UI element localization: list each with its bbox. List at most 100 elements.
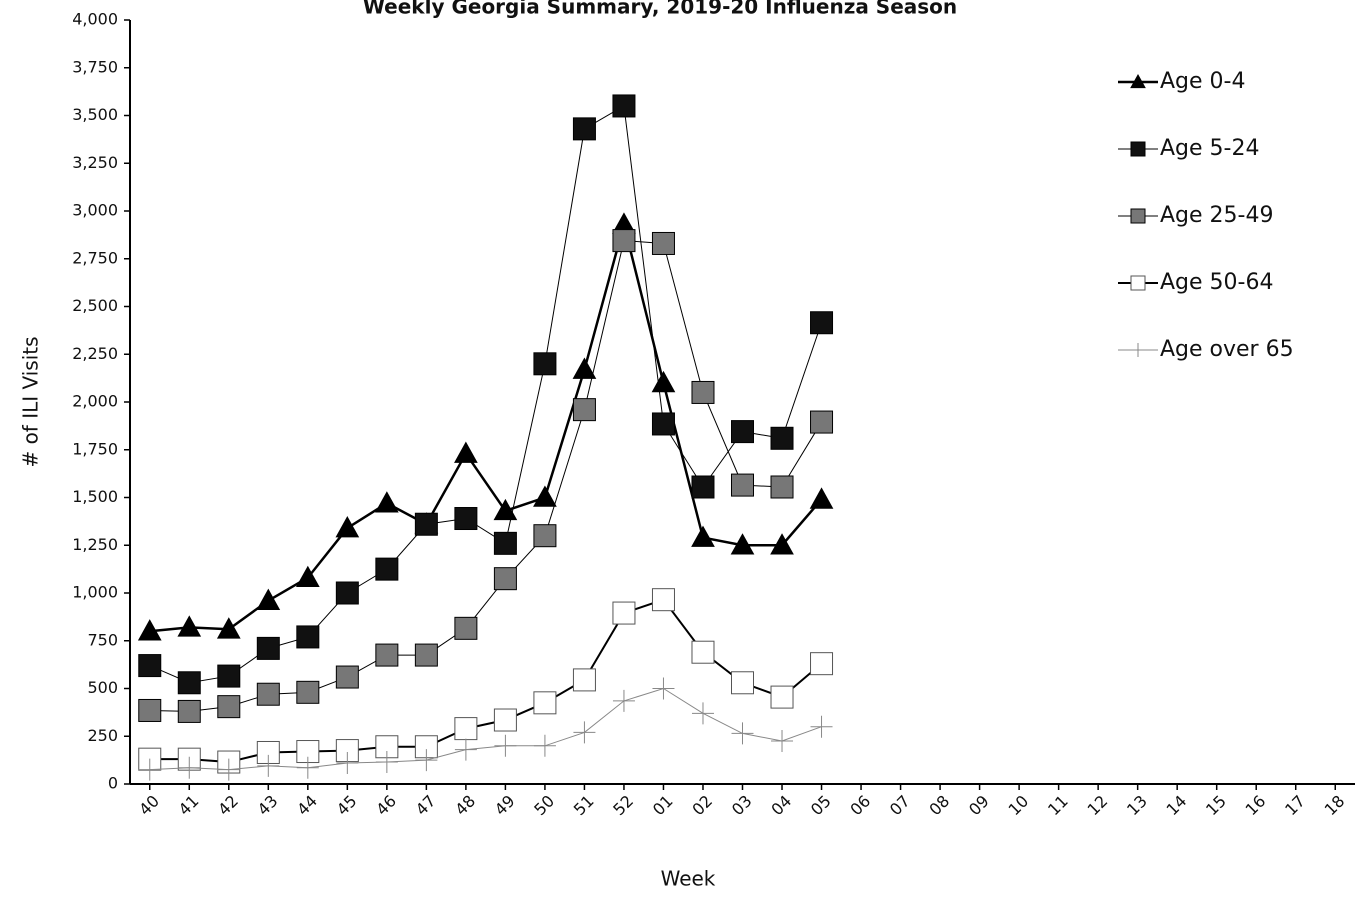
legend-label: Age 0-4 [1160, 69, 1245, 94]
data-point [731, 473, 754, 497]
data-point [651, 412, 675, 436]
data-point [651, 231, 675, 255]
data-point [731, 722, 754, 745]
data-point [533, 485, 557, 507]
data-point [177, 615, 202, 637]
data-point [493, 708, 517, 732]
x-tick-label: 40 [135, 791, 163, 819]
data-point [533, 352, 557, 376]
data-point [730, 533, 755, 555]
data-point [138, 654, 162, 678]
data-point [256, 636, 280, 660]
data-point [533, 734, 556, 757]
data-point [809, 487, 834, 509]
x-tick-label: 47 [412, 791, 440, 819]
y-tick-label: 2,500 [72, 296, 118, 315]
legend-marker [1130, 275, 1146, 291]
y-tick-label: 3,250 [72, 153, 118, 172]
x-tick-label: 08 [925, 791, 953, 819]
data-point [770, 685, 794, 709]
x-tick-label: 41 [175, 791, 203, 819]
x-tick-label: 10 [1004, 791, 1032, 819]
series-line [149, 219, 823, 633]
data-point [573, 721, 596, 744]
y-tick-label: 3,000 [72, 201, 118, 220]
x-tick-label: 05 [807, 791, 835, 819]
data-point [414, 643, 438, 667]
data-point [533, 691, 557, 715]
x-tick-label: 51 [570, 791, 598, 819]
x-tick-label: 14 [1163, 791, 1191, 819]
data-point [217, 664, 241, 688]
y-tick-label: 1,000 [72, 583, 118, 602]
chart-title: Weekly Georgia Summary, 2019-20 Influenz… [363, 0, 957, 19]
data-point [178, 756, 201, 779]
data-point [771, 730, 794, 753]
y-tick-label: 2,750 [72, 248, 118, 267]
data-point [138, 698, 162, 722]
data-point [217, 695, 241, 719]
data-point [415, 749, 438, 772]
x-tick-label: 06 [846, 791, 874, 819]
data-point [454, 738, 477, 761]
x-tick-label: 07 [886, 791, 914, 819]
legend-marker [1130, 141, 1146, 157]
data-point [810, 410, 834, 434]
x-tick-label: 01 [649, 791, 677, 819]
data-point [217, 758, 240, 781]
data-point [336, 751, 359, 774]
x-tick-label: 48 [451, 791, 479, 819]
data-point [810, 311, 834, 335]
data-point [177, 671, 201, 695]
x-tick-label: 43 [254, 791, 282, 819]
y-tick-label: 4,000 [72, 10, 118, 29]
y-tick-label: 1,500 [72, 487, 118, 506]
data-point [770, 426, 794, 450]
data-point [612, 229, 636, 253]
legend-marker [1131, 343, 1145, 357]
y-tick-label: 0 [108, 774, 118, 793]
data-point [612, 94, 636, 118]
x-tick-label: 13 [1123, 791, 1151, 819]
x-tick-label: 12 [1084, 791, 1112, 819]
data-point [256, 682, 280, 706]
series-line [149, 105, 823, 684]
data-point [454, 717, 478, 741]
data-point [335, 581, 359, 605]
y-tick-label: 2,250 [72, 344, 118, 363]
legend-label: Age 5-24 [1160, 136, 1259, 161]
data-point [216, 617, 241, 639]
x-tick-label: 42 [214, 791, 242, 819]
x-tick-label: 03 [728, 791, 756, 819]
data-point [493, 531, 517, 555]
y-tick-label: 3,750 [72, 57, 118, 76]
data-point [335, 516, 360, 538]
x-tick-label: 02 [688, 791, 716, 819]
data-point [691, 475, 715, 499]
x-tick-label: 11 [1044, 791, 1072, 819]
y-tick-label: 1,750 [72, 439, 118, 458]
y-tick-label: 250 [87, 726, 118, 745]
data-point [256, 588, 281, 610]
data-point [572, 398, 596, 422]
series-line [149, 598, 823, 764]
y-tick-label: 2,000 [72, 392, 118, 411]
legend-marker [1130, 73, 1146, 89]
y-tick-label: 750 [87, 630, 118, 649]
data-point [810, 715, 833, 738]
data-point [572, 117, 596, 141]
data-point [691, 525, 715, 547]
data-point [375, 491, 399, 513]
data-point [612, 689, 635, 712]
legend-label: Age 50-64 [1160, 270, 1273, 295]
x-tick-label: 04 [767, 791, 795, 819]
data-point [335, 665, 359, 689]
data-point [454, 616, 478, 640]
data-point [652, 677, 675, 700]
data-point [810, 652, 834, 676]
data-point [375, 557, 399, 581]
legend-label: Age over 65 [1160, 337, 1294, 362]
x-tick-label: 49 [491, 791, 519, 819]
y-tick-label: 500 [87, 678, 118, 697]
